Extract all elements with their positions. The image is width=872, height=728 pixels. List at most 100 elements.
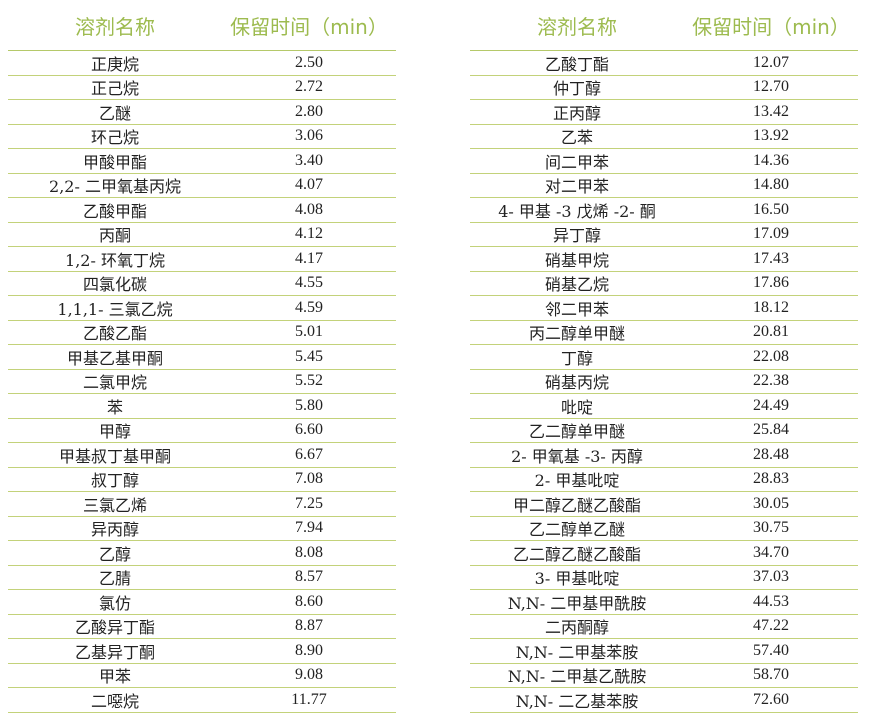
table-row: 异丁醇 17.09 <box>470 223 858 247</box>
retention-table-left: 溶剂名称 保留时间（min） 正庚烷 2.50 正己烷 2.72 乙醚 2.80 环己烷 3.… <box>8 0 396 713</box>
solvent-name-cell: 甲基叔丁基甲酮 <box>58 446 171 466</box>
solvent-name-cell: 甲醇 <box>98 422 131 442</box>
table-row: 间二甲苯 14.36 <box>470 149 858 174</box>
table-row: 甲苯 9.08 <box>8 664 396 688</box>
solvent-name-cell: 正己烷 <box>90 79 139 99</box>
solvent-name-cell: 甲苯 <box>98 667 131 687</box>
retention-time-cell: 11.77 <box>291 690 327 708</box>
table-row: 乙醚 2.80 <box>8 100 396 125</box>
table-row: 二丙酮醇 47.22 <box>470 615 858 639</box>
table-row: 甲酸甲酯 3.40 <box>8 149 396 174</box>
table-row: 乙酸乙酯 5.01 <box>8 321 396 345</box>
retention-time-cell: 22.38 <box>753 372 789 390</box>
retention-time-cell: 12.70 <box>753 78 789 96</box>
retention-time-cell: 4.55 <box>295 274 323 292</box>
table-row: 1,2- 环氧丁烷 4.17 <box>8 247 396 272</box>
retention-time-cell: 7.25 <box>295 494 323 512</box>
solvent-name-cell: 邻二甲苯 <box>544 299 609 319</box>
retention-time-cell: 5.52 <box>295 372 323 390</box>
retention-time-cell: 24.49 <box>753 396 789 414</box>
solvent-name-cell: 乙醚 <box>98 103 131 123</box>
solvent-name-cell: 氯仿 <box>98 593 131 613</box>
table-row: 乙基异丁酮 8.90 <box>8 639 396 664</box>
table-row: 乙酸丁酯 12.07 <box>470 51 858 76</box>
solvent-name-cell: 二氯甲烷 <box>82 373 147 393</box>
table-row: 三氯乙烯 7.25 <box>8 492 396 517</box>
retention-time-cell: 30.75 <box>753 519 789 537</box>
table-row: 乙醇 8.08 <box>8 541 396 566</box>
table-row: 仲丁醇 12.70 <box>470 76 858 100</box>
retention-time-cell: 8.57 <box>295 568 323 586</box>
retention-time-cell: 5.80 <box>295 396 323 414</box>
solvent-name-cell: 3- 甲基吡啶 <box>534 569 620 589</box>
solvent-name-cell: 二丙酮醇 <box>544 618 609 638</box>
retention-time-cell: 2.72 <box>295 78 323 96</box>
retention-time-cell: 4.08 <box>295 200 323 218</box>
solvent-name-cell: 正丙醇 <box>552 103 601 123</box>
solvent-name-cell: 丙二醇单甲醚 <box>528 324 625 344</box>
solvent-name-cell: N,N- 二甲基乙酰胺 <box>507 667 647 687</box>
retention-time-cell: 3.40 <box>295 151 323 169</box>
table-header: 溶剂名称 保留时间（min） <box>470 0 858 51</box>
table-row: 3- 甲基吡啶 37.03 <box>470 566 858 590</box>
table-row: 异丙醇 7.94 <box>8 517 396 541</box>
solvent-name-cell: 异丁醇 <box>552 226 601 246</box>
header-solvent-name: 溶剂名称 <box>75 14 155 39</box>
table-row: 硝基丙烷 22.38 <box>470 370 858 394</box>
table-row: 甲基叔丁基甲酮 6.67 <box>8 443 396 468</box>
solvent-name-cell: 1,1,1- 三氯乙烷 <box>57 299 173 319</box>
solvent-name-cell: 2,2- 二甲氧基丙烷 <box>49 177 181 197</box>
solvent-name-cell: 叔丁醇 <box>90 471 139 491</box>
solvent-name-cell: 乙酸丁酯 <box>544 54 609 74</box>
solvent-name-cell: 三氯乙烯 <box>82 495 147 515</box>
retention-time-cell: 58.70 <box>753 666 789 684</box>
solvent-name-cell: 乙二醇单乙醚 <box>528 520 625 540</box>
solvent-name-cell: 乙二醇乙醚乙酸酯 <box>512 544 641 564</box>
table-row: 丁醇 22.08 <box>470 345 858 370</box>
header-retention-time: 保留时间（min） <box>692 14 850 39</box>
solvent-name-cell: 乙腈 <box>98 569 131 589</box>
solvent-name-cell: 异丙醇 <box>90 520 139 540</box>
table-row: N,N- 二甲基甲酰胺 44.53 <box>470 590 858 615</box>
table-row: 正庚烷 2.50 <box>8 51 396 76</box>
table-row: N,N- 二乙基苯胺 72.60 <box>470 688 858 713</box>
table-row: 甲基乙基甲酮 5.45 <box>8 345 396 370</box>
solvent-name-cell: 丙酮 <box>98 226 131 246</box>
retention-time-cell: 12.07 <box>753 53 789 71</box>
retention-time-cell: 5.01 <box>295 323 323 341</box>
header-retention-time: 保留时间（min） <box>230 14 388 39</box>
retention-time-cell: 17.43 <box>753 249 789 267</box>
solvent-name-cell: 甲酸甲酯 <box>82 152 147 172</box>
retention-time-cell: 17.09 <box>753 225 789 243</box>
table-row: 2- 甲氧基 -3- 丙醇 28.48 <box>470 443 858 468</box>
retention-time-cell: 44.53 <box>753 592 789 610</box>
table-row: 4- 甲基 -3 戊烯 -2- 酮 16.50 <box>470 198 858 223</box>
retention-time-cell: 25.84 <box>753 421 789 439</box>
retention-time-cell: 17.86 <box>753 274 789 292</box>
table-row: 二噁烷 11.77 <box>8 688 396 713</box>
solvent-name-cell: 正庚烷 <box>90 54 139 74</box>
solvent-name-cell: N,N- 二乙基苯胺 <box>515 691 639 711</box>
retention-time-cell: 22.08 <box>753 347 789 365</box>
table-row: 四氯化碳 4.55 <box>8 272 396 296</box>
retention-time-cell: 9.08 <box>295 666 323 684</box>
table-row: 氯仿 8.60 <box>8 590 396 615</box>
solvent-name-cell: 乙酸乙酯 <box>82 324 147 344</box>
solvent-name-cell: 四氯化碳 <box>82 275 147 295</box>
retention-time-cell: 30.05 <box>753 494 789 512</box>
table-row: 乙酸甲酯 4.08 <box>8 198 396 223</box>
table-row: 乙二醇乙醚乙酸酯 34.70 <box>470 541 858 566</box>
retention-time-cell: 7.94 <box>295 519 323 537</box>
retention-time-cell: 13.42 <box>753 102 789 120</box>
solvent-name-cell: N,N- 二甲基甲酰胺 <box>507 593 647 613</box>
table-row: 乙酸异丁酯 8.87 <box>8 615 396 639</box>
solvent-name-cell: 乙基异丁酮 <box>74 642 155 662</box>
retention-time-cell: 6.60 <box>295 421 323 439</box>
table-row: 苯 5.80 <box>8 394 396 419</box>
solvent-name-cell: 4- 甲基 -3 戊烯 -2- 酮 <box>498 201 656 221</box>
retention-time-cell: 8.87 <box>295 617 323 635</box>
solvent-name-cell: 硝基甲烷 <box>544 250 609 270</box>
retention-time-cell: 14.80 <box>753 176 789 194</box>
table-row: 2- 甲基吡啶 28.83 <box>470 468 858 492</box>
table-row: 甲二醇乙醚乙酸酯 30.05 <box>470 492 858 517</box>
